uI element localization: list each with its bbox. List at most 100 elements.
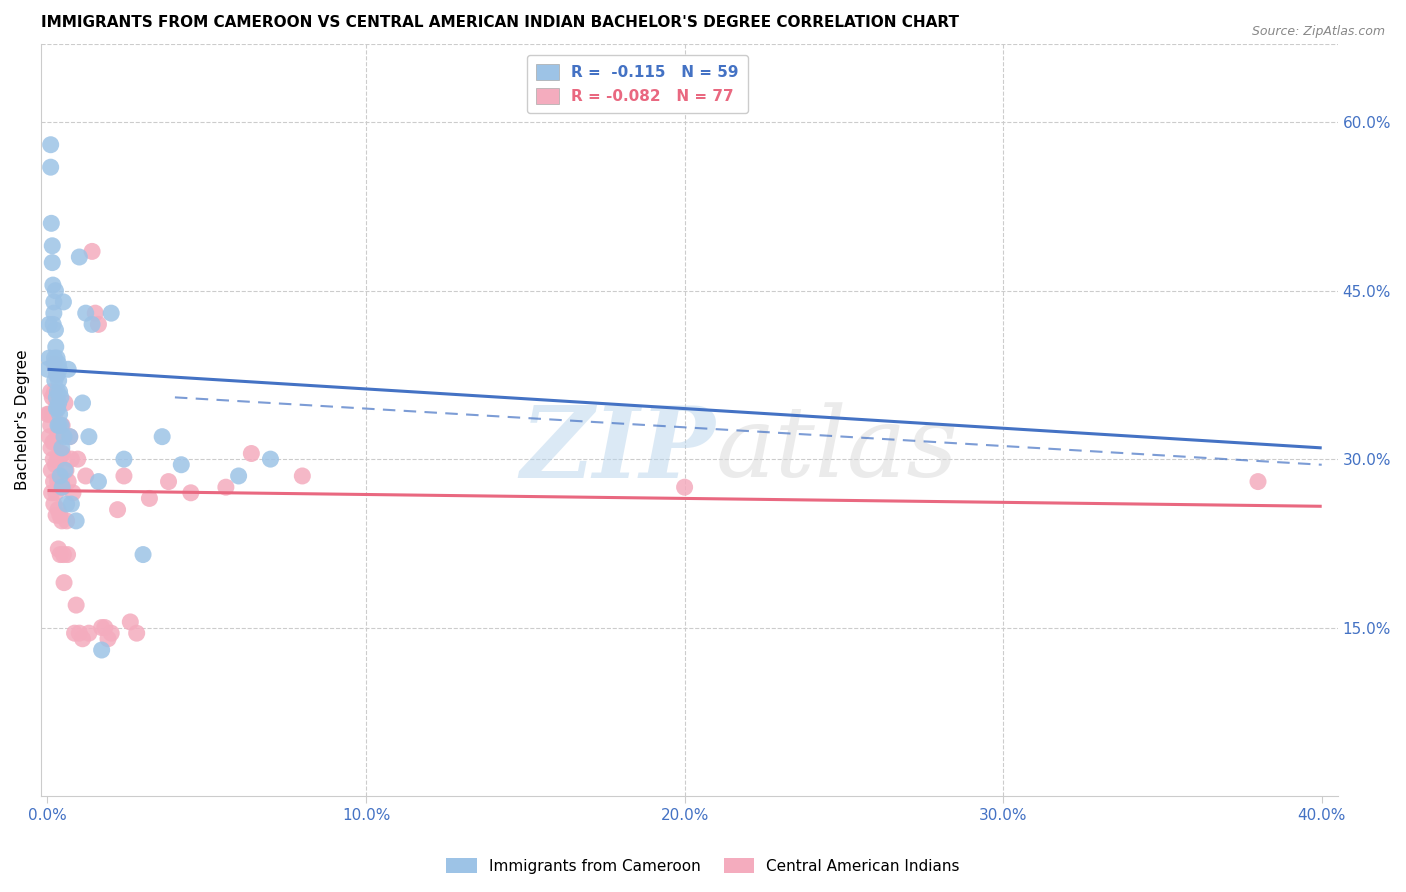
- Point: [38, 430, 60, 444]
- Point: [45, 390, 67, 404]
- Point: [41, 255, 63, 269]
- Point: [59, 430, 82, 444]
- Point: [90, 643, 112, 657]
- Point: [46, 351, 69, 365]
- Point: [66, 452, 89, 467]
- Point: [42, 294, 65, 309]
- Point: [41, 407, 63, 421]
- Point: [100, 306, 122, 320]
- Point: [38, 407, 60, 421]
- Point: [37, 362, 59, 376]
- Point: [44, 374, 66, 388]
- Point: [51, 446, 73, 460]
- Point: [51, 441, 73, 455]
- Point: [48, 362, 70, 376]
- Point: [45, 340, 67, 354]
- Point: [60, 452, 83, 467]
- Point: [48, 418, 70, 433]
- Point: [39, 384, 62, 399]
- Point: [107, 502, 129, 516]
- Point: [67, 250, 90, 264]
- Point: [46, 357, 69, 371]
- Point: [42, 435, 65, 450]
- Point: [37, 407, 59, 421]
- Point: [41, 485, 63, 500]
- Point: [46, 475, 69, 489]
- Point: [51, 418, 73, 433]
- Point: [55, 463, 77, 477]
- Point: [48, 480, 70, 494]
- Point: [48, 374, 70, 388]
- Point: [120, 615, 142, 629]
- Point: [67, 626, 90, 640]
- Point: [41, 390, 63, 404]
- Point: [75, 306, 97, 320]
- Point: [39, 441, 62, 455]
- Point: [39, 216, 62, 230]
- Point: [228, 469, 250, 483]
- Point: [215, 480, 238, 494]
- Point: [45, 485, 67, 500]
- Point: [46, 430, 69, 444]
- Point: [53, 575, 76, 590]
- Point: [46, 384, 69, 399]
- Point: [87, 318, 110, 332]
- Point: [56, 548, 79, 562]
- Point: [132, 548, 155, 562]
- Point: [44, 407, 66, 421]
- Text: Source: ZipAtlas.com: Source: ZipAtlas.com: [1251, 25, 1385, 38]
- Point: [112, 452, 135, 467]
- Point: [62, 485, 84, 500]
- Point: [49, 548, 72, 562]
- Point: [52, 548, 75, 562]
- Point: [52, 294, 75, 309]
- Legend: Immigrants from Cameroon, Central American Indians: Immigrants from Cameroon, Central Americ…: [440, 852, 966, 880]
- Point: [51, 446, 73, 460]
- Point: [44, 357, 66, 371]
- Point: [39, 137, 62, 152]
- Point: [673, 480, 696, 494]
- Point: [48, 384, 70, 399]
- Point: [46, 541, 69, 556]
- Point: [60, 497, 83, 511]
- Point: [59, 430, 82, 444]
- Point: [240, 446, 263, 460]
- Point: [51, 418, 73, 433]
- Point: [45, 508, 67, 523]
- Point: [180, 485, 202, 500]
- Point: [42, 452, 65, 467]
- Y-axis label: Bachelor's Degree: Bachelor's Degree: [15, 350, 30, 490]
- Point: [259, 452, 281, 467]
- Point: [46, 502, 69, 516]
- Point: [75, 469, 97, 483]
- Point: [94, 621, 117, 635]
- Point: [72, 396, 94, 410]
- Point: [44, 284, 66, 298]
- Point: [65, 598, 87, 612]
- Point: [48, 396, 70, 410]
- Point: [77, 626, 100, 640]
- Point: [291, 469, 314, 483]
- Point: [90, 621, 112, 635]
- Text: ZIP: ZIP: [520, 401, 716, 498]
- Point: [39, 418, 62, 433]
- Point: [80, 318, 103, 332]
- Point: [53, 463, 76, 477]
- Point: [42, 306, 65, 320]
- Point: [53, 396, 76, 410]
- Point: [87, 475, 110, 489]
- Point: [84, 306, 107, 320]
- Point: [39, 463, 62, 477]
- Point: [72, 632, 94, 646]
- Legend: R =  -0.115   N = 59, R = -0.082   N = 77: R = -0.115 N = 59, R = -0.082 N = 77: [527, 55, 748, 113]
- Point: [55, 497, 77, 511]
- Point: [38, 351, 60, 365]
- Point: [53, 430, 76, 444]
- Point: [46, 368, 69, 382]
- Point: [49, 390, 72, 404]
- Point: [38, 318, 60, 332]
- Point: [1247, 475, 1270, 489]
- Point: [51, 475, 73, 489]
- Point: [63, 626, 86, 640]
- Point: [45, 396, 67, 410]
